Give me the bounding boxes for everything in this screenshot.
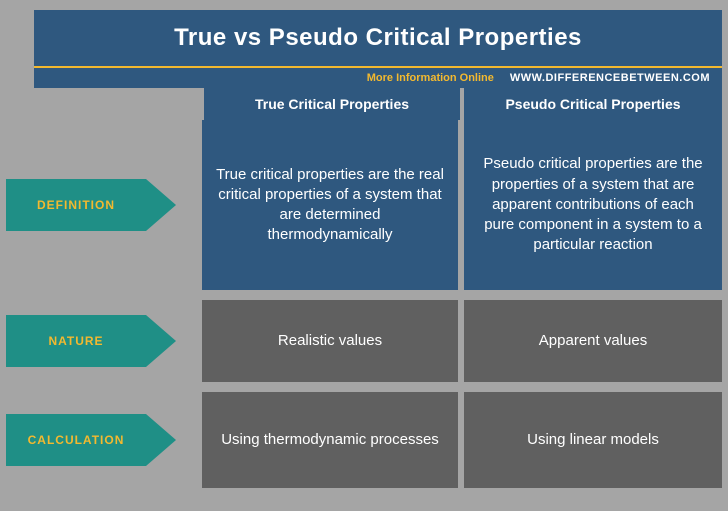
label-nature: NATURE [48,334,103,348]
page-title: True vs Pseudo Critical Properties [174,24,582,52]
arrow-nature: NATURE [6,315,176,367]
label-cell-nature: NATURE [6,300,202,382]
arrow-head-icon [146,414,176,466]
row-nature: NATURE Realistic values Apparent values [6,300,722,382]
arrow-definition: DEFINITION [6,179,176,231]
site-url: WWW.DIFFERENCEBETWEEN.COM [510,72,710,84]
arrow-head-icon [146,315,176,367]
column-headers: True Critical Properties Pseudo Critical… [204,88,722,120]
cell-definition-true: True critical properties are the real cr… [202,120,458,290]
row-calculation: CALCULATION Using thermodynamic processe… [6,392,722,488]
arrow-calculation: CALCULATION [6,414,176,466]
cell-calculation-pseudo: Using linear models [464,392,722,488]
col-header-true: True Critical Properties [204,88,460,120]
header: True vs Pseudo Critical Properties [34,10,722,68]
comparison-grid: DEFINITION True critical properties are … [6,120,722,498]
label-definition: DEFINITION [37,198,115,212]
label-cell-definition: DEFINITION [6,120,202,290]
arrow-body: CALCULATION [6,414,146,466]
label-calculation: CALCULATION [28,433,125,447]
cell-definition-pseudo: Pseudo critical properties are the prope… [464,120,722,290]
label-cell-calculation: CALCULATION [6,392,202,488]
col-header-pseudo: Pseudo Critical Properties [464,88,722,120]
arrow-body: DEFINITION [6,179,146,231]
subtitle-text: More Information Online [367,72,494,84]
cell-nature-pseudo: Apparent values [464,300,722,382]
cell-nature-true: Realistic values [202,300,458,382]
row-definition: DEFINITION True critical properties are … [6,120,722,290]
arrow-body: NATURE [6,315,146,367]
arrow-head-icon [146,179,176,231]
cell-calculation-true: Using thermodynamic processes [202,392,458,488]
subtitle-row: More Information Online WWW.DIFFERENCEBE… [34,68,722,88]
